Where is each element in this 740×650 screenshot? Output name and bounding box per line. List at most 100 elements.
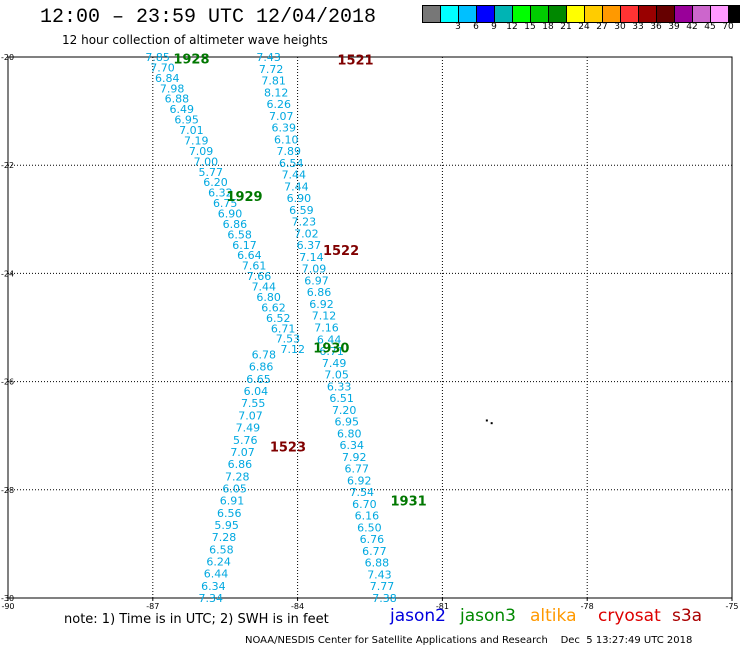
credit-line: NOAA/NESDIS Center for Satellite Applica… bbox=[245, 635, 693, 646]
swh-value-track-b: 6.97 bbox=[304, 274, 329, 287]
swh-value-track-c: 5.95 bbox=[214, 519, 239, 532]
swh-value-track-b: 6.71 bbox=[319, 345, 344, 358]
pass-time-label: 1523 bbox=[270, 441, 306, 456]
lon-tick-label: -87 bbox=[146, 602, 159, 611]
swh-value-track-c: 6.86 bbox=[249, 361, 274, 374]
swh-value-track-c: 7.49 bbox=[236, 422, 261, 435]
swh-value-track-a: 6.64 bbox=[237, 249, 262, 262]
swh-value-track-b: 7.72 bbox=[259, 63, 284, 76]
pass-time-label: 1521 bbox=[337, 54, 373, 69]
swh-value-track-a: 7.53 bbox=[276, 333, 301, 346]
swh-value-track-c: 6.44 bbox=[204, 568, 229, 581]
swh-value-track-a: 7.19 bbox=[184, 134, 209, 147]
swh-value-track-b: 6.50 bbox=[357, 521, 382, 534]
swh-value-track-b: 6.77 bbox=[362, 545, 387, 558]
swh-value-track-a: 7.09 bbox=[189, 145, 214, 158]
swh-value-track-a: 6.86 bbox=[223, 218, 248, 231]
legend-tick-label: 36 bbox=[650, 22, 662, 32]
swh-value-track-b: 6.10 bbox=[274, 133, 299, 146]
swh-value-track-b: 6.90 bbox=[287, 192, 312, 205]
swh-value-track-b: 7.16 bbox=[314, 322, 339, 335]
swh-value-track-a: 6.52 bbox=[266, 312, 291, 325]
swh-value-track-b: 7.07 bbox=[269, 110, 294, 123]
lon-tick-label: -78 bbox=[581, 602, 594, 611]
legend-tick-label: 12 bbox=[506, 22, 518, 32]
swh-value-track-b: 7.38 bbox=[372, 592, 397, 605]
swh-value-track-b: 7.09 bbox=[302, 263, 327, 276]
legend-swatch bbox=[441, 6, 459, 22]
pass-time-label: 1522 bbox=[323, 244, 359, 259]
swh-value-track-a: 7.12 bbox=[281, 343, 306, 356]
swh-value-track-b: 6.26 bbox=[266, 98, 291, 111]
legend-tick-label: 45 bbox=[704, 22, 716, 32]
swh-value-track-c: 6.24 bbox=[206, 555, 231, 568]
legend-swatch bbox=[567, 6, 585, 22]
legend-tick-label: 9 bbox=[491, 22, 497, 32]
swh-value-track-b: 7.92 bbox=[342, 451, 367, 464]
swh-value-track-c: 7.28 bbox=[212, 531, 237, 544]
swh-value-track-b: 6.54 bbox=[279, 157, 304, 170]
lat-tick-label: -26 bbox=[1, 378, 14, 387]
swh-value-track-b: 6.44 bbox=[317, 333, 342, 346]
swh-value-track-a: 6.49 bbox=[170, 103, 195, 116]
legend-swatch bbox=[729, 6, 740, 22]
lon-tick-label: -90 bbox=[1, 602, 14, 611]
swh-value-track-b: 6.59 bbox=[289, 204, 314, 217]
swh-value-track-a: 7.66 bbox=[247, 270, 272, 283]
swh-value-track-b: 6.95 bbox=[334, 416, 359, 429]
swh-value-track-c: 7.28 bbox=[225, 470, 250, 483]
swh-value-track-c: 6.34 bbox=[201, 580, 226, 593]
swh-value-track-b: 6.37 bbox=[297, 239, 322, 252]
swh-value-track-b: 6.77 bbox=[345, 463, 370, 476]
legend-tick-label: 42 bbox=[686, 22, 698, 32]
swh-value-track-a: 6.95 bbox=[174, 114, 199, 127]
swh-value-track-b: 6.86 bbox=[307, 286, 332, 299]
swh-value-track-b: 7.14 bbox=[299, 251, 324, 264]
swh-value-track-b: 6.34 bbox=[339, 439, 364, 452]
swh-value-track-a: 7.85 bbox=[145, 51, 170, 64]
satellite-label-cryosat: cryosat bbox=[598, 606, 661, 626]
legend-swatch bbox=[495, 6, 513, 22]
swh-value-track-a: 7.61 bbox=[242, 260, 267, 273]
land-dot bbox=[485, 419, 488, 422]
footnote: note: 1) Time is in UTC; 2) SWH is in fe… bbox=[64, 612, 329, 627]
swh-value-track-a: 7.70 bbox=[150, 61, 175, 74]
legend-tick-label: 30 bbox=[614, 22, 626, 32]
land-dot bbox=[490, 422, 493, 425]
swh-value-track-b: 6.80 bbox=[337, 427, 362, 440]
legend-tick-label: 15 bbox=[524, 22, 536, 32]
swh-value-track-b: 6.92 bbox=[347, 474, 372, 487]
swh-value-track-a: 7.01 bbox=[179, 124, 204, 137]
legend-tick-label: 6 bbox=[473, 22, 479, 32]
swh-value-track-b: 6.39 bbox=[271, 122, 296, 135]
swh-value-track-a: 6.88 bbox=[165, 93, 190, 106]
legend-tick-label: 24 bbox=[578, 22, 590, 32]
legend-swatch bbox=[513, 6, 531, 22]
legend-swatch bbox=[675, 6, 693, 22]
legend-swatch bbox=[531, 6, 549, 22]
pass-time-label: 1929 bbox=[226, 190, 262, 205]
map-frame bbox=[7, 56, 733, 599]
swh-value-track-b: 6.33 bbox=[327, 380, 352, 393]
swh-value-track-a: 6.32 bbox=[208, 187, 233, 200]
lat-tick-label: -24 bbox=[1, 269, 14, 278]
legend-tick-label: 18 bbox=[542, 22, 554, 32]
swh-value-track-a: 6.71 bbox=[271, 322, 296, 335]
swh-value-track-b: 7.12 bbox=[312, 310, 337, 323]
satellite-label-jason2: jason2 bbox=[390, 606, 446, 626]
swh-value-track-a: 6.20 bbox=[203, 176, 228, 189]
swh-value-track-c: 7.07 bbox=[230, 446, 255, 459]
swh-value-track-b: 7.54 bbox=[350, 486, 375, 499]
swh-value-track-b: 7.49 bbox=[322, 357, 347, 370]
swh-value-track-b: 7.23 bbox=[292, 216, 317, 229]
lon-tick-label: -75 bbox=[725, 602, 738, 611]
swh-value-track-a: 6.90 bbox=[218, 208, 243, 221]
swh-value-track-a: 6.62 bbox=[261, 301, 286, 314]
swh-value-track-b: 7.81 bbox=[261, 75, 286, 88]
swh-value-track-b: 7.20 bbox=[332, 404, 357, 417]
lon-tick-label: -84 bbox=[291, 602, 304, 611]
swh-value-track-b: 6.51 bbox=[329, 392, 354, 405]
legend-tick-label: 70 bbox=[722, 22, 734, 32]
lon-tick-label: -81 bbox=[436, 602, 449, 611]
legend-swatch bbox=[711, 6, 729, 22]
